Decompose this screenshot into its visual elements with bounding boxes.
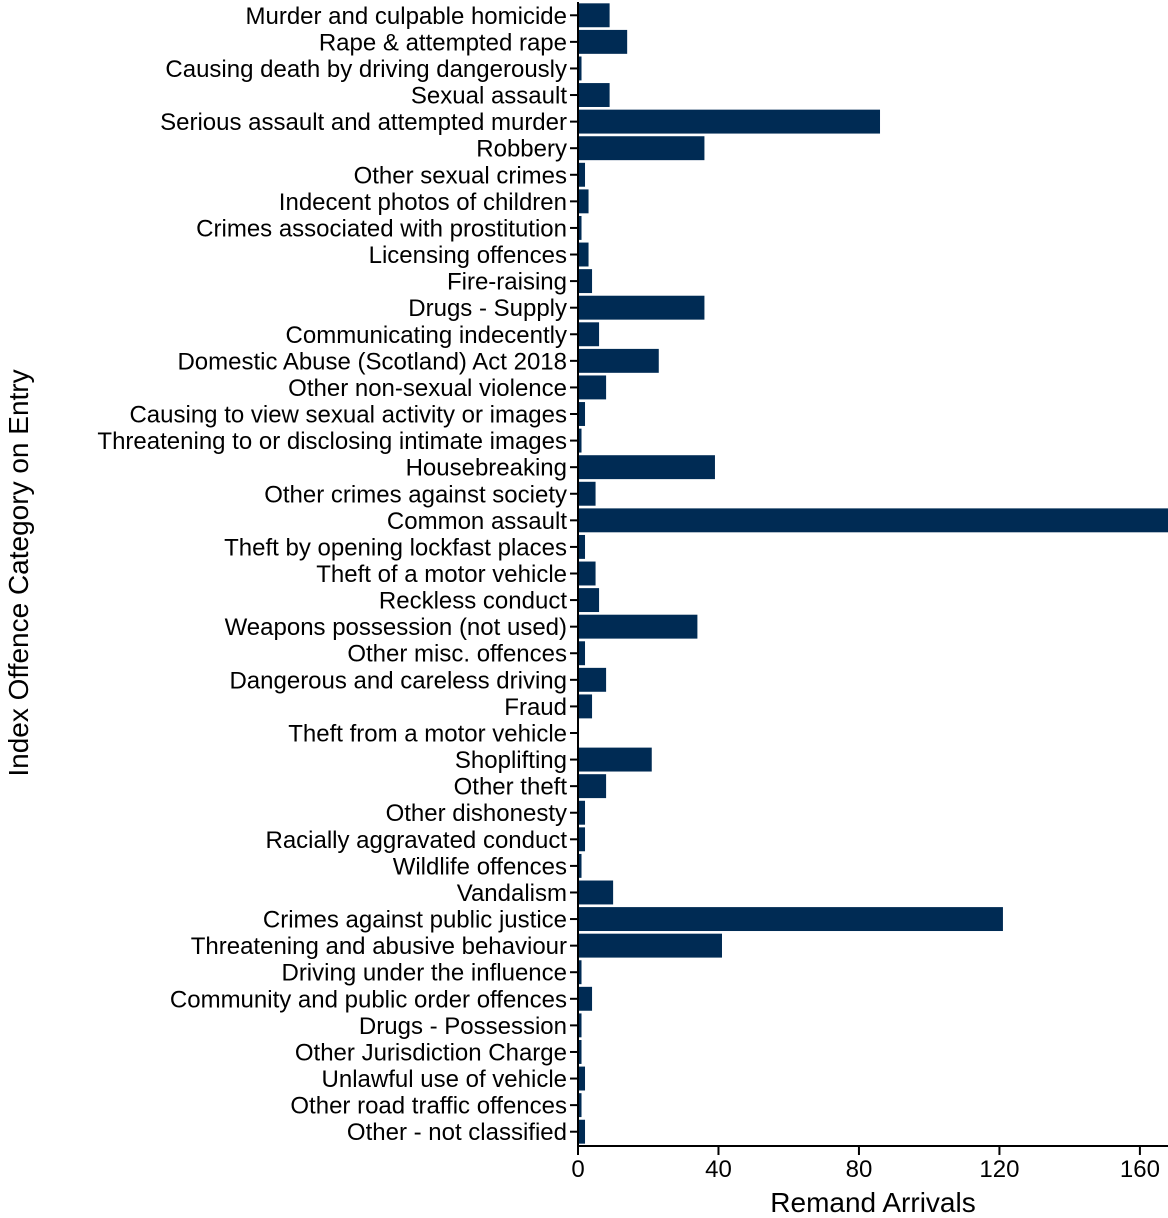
bar	[578, 960, 582, 985]
bar	[578, 3, 610, 28]
bar	[578, 428, 582, 453]
bar	[578, 322, 600, 347]
bar	[578, 56, 582, 81]
bar	[578, 269, 593, 294]
y-category-label: Community and public order offences	[170, 986, 567, 1013]
y-axis-title: Index Offence Category on Entry	[3, 369, 34, 776]
y-category-label: Crimes associated with prostitution	[196, 215, 567, 242]
bar	[578, 295, 705, 320]
bar	[578, 189, 589, 214]
y-category-label: Other misc. offences	[347, 641, 567, 668]
x-tick-label: 40	[705, 1156, 732, 1183]
bar	[578, 348, 659, 373]
bar	[578, 402, 586, 426]
y-category-label: Weapons possession (not used)	[225, 614, 567, 641]
y-category-label: Drugs - Possession	[359, 1013, 567, 1040]
bar	[578, 508, 1168, 533]
y-category-label: Vandalism	[457, 880, 567, 907]
y-category-label: Rape & attempted rape	[319, 29, 567, 56]
y-category-label: Indecent photos of children	[279, 189, 567, 216]
y-category-label: Unlawful use of vehicle	[322, 1066, 567, 1093]
y-category-label: Domestic Abuse (Scotland) Act 2018	[177, 348, 567, 375]
y-category-label: Causing to view sexual activity or image…	[129, 402, 567, 429]
y-category-label: Threatening to or disclosing intimate im…	[97, 428, 567, 455]
bar	[578, 83, 610, 107]
bar	[578, 1066, 586, 1091]
bar	[578, 1013, 582, 1038]
bar	[578, 455, 715, 480]
y-category-label: Sexual assault	[411, 83, 567, 110]
y-category-label: Crimes against public justice	[263, 907, 567, 934]
y-category-label: Theft from a motor vehicle	[288, 720, 567, 747]
bar	[578, 109, 881, 134]
bar	[578, 162, 586, 187]
y-category-label: Communicating indecently	[286, 322, 567, 349]
y-category-label: Other theft	[454, 774, 568, 801]
bar	[578, 880, 614, 905]
bar	[578, 933, 722, 958]
y-category-label: Threatening and abusive behaviour	[191, 933, 567, 960]
bar	[578, 694, 593, 719]
y-category-label: Other - not classified	[347, 1119, 567, 1146]
bar	[578, 747, 652, 772]
bar	[578, 215, 582, 240]
y-category-label: Driving under the influence	[281, 960, 567, 987]
bar	[578, 1040, 582, 1064]
y-category-label: Other dishonesty	[386, 800, 567, 827]
bar	[578, 827, 586, 852]
bar	[578, 242, 589, 267]
bar	[578, 534, 586, 559]
bar	[578, 800, 586, 825]
y-category-label: Serious assault and attempted murder	[160, 109, 567, 136]
y-category-label: Theft of a motor vehicle	[316, 561, 567, 588]
y-category-label: Theft by opening lockfast places	[224, 534, 567, 561]
x-tick-label: 160	[1120, 1156, 1160, 1183]
bar	[578, 853, 582, 878]
y-category-label: Other crimes against society	[264, 481, 567, 508]
bar	[578, 1119, 586, 1144]
bar	[578, 986, 593, 1011]
y-category-label: Murder and culpable homicide	[245, 3, 567, 30]
y-category-label: Dangerous and careless driving	[229, 667, 567, 694]
x-tick-label: 120	[979, 1156, 1019, 1183]
y-category-label: Other sexual crimes	[354, 162, 567, 189]
x-axis-ticks: 0 40 80 120 160	[571, 1146, 1160, 1183]
bar	[578, 667, 607, 692]
y-category-label: Other Jurisdiction Charge	[295, 1039, 567, 1066]
y-category-label: Shoplifting	[455, 747, 567, 774]
bar	[578, 136, 705, 161]
y-category-label: Licensing offences	[369, 242, 567, 269]
bar	[578, 641, 586, 666]
y-category-label: Fire-raising	[447, 269, 567, 296]
y-axis-ticks	[570, 14, 578, 1133]
y-category-label: Drugs - Supply	[408, 295, 567, 322]
y-category-label: Wildlife offences	[393, 853, 567, 880]
y-category-label: Causing death by driving dangerously	[165, 56, 567, 83]
bar	[578, 29, 628, 54]
bar	[578, 774, 607, 799]
y-category-label: Racially aggravated conduct	[265, 827, 567, 854]
bar	[578, 588, 600, 613]
y-category-label: Housebreaking	[406, 455, 567, 482]
y-category-label: Other non-sexual violence	[288, 375, 567, 402]
y-category-label: Common assault	[387, 508, 567, 535]
y-category-label: Reckless conduct	[379, 588, 567, 615]
x-axis-title: Remand Arrivals	[770, 1187, 975, 1218]
x-tick-label: 80	[846, 1156, 873, 1183]
bar	[578, 561, 596, 586]
bar	[578, 375, 607, 400]
y-category-label: Robbery	[476, 136, 567, 163]
bar	[578, 1093, 582, 1118]
bar	[578, 614, 698, 639]
x-tick-label: 0	[571, 1156, 584, 1183]
y-category-label: Other road traffic offences	[290, 1093, 567, 1120]
y-category-label: Fraud	[504, 694, 567, 721]
bar	[578, 907, 1003, 932]
bars-group	[578, 3, 1168, 1144]
bar	[578, 481, 596, 506]
